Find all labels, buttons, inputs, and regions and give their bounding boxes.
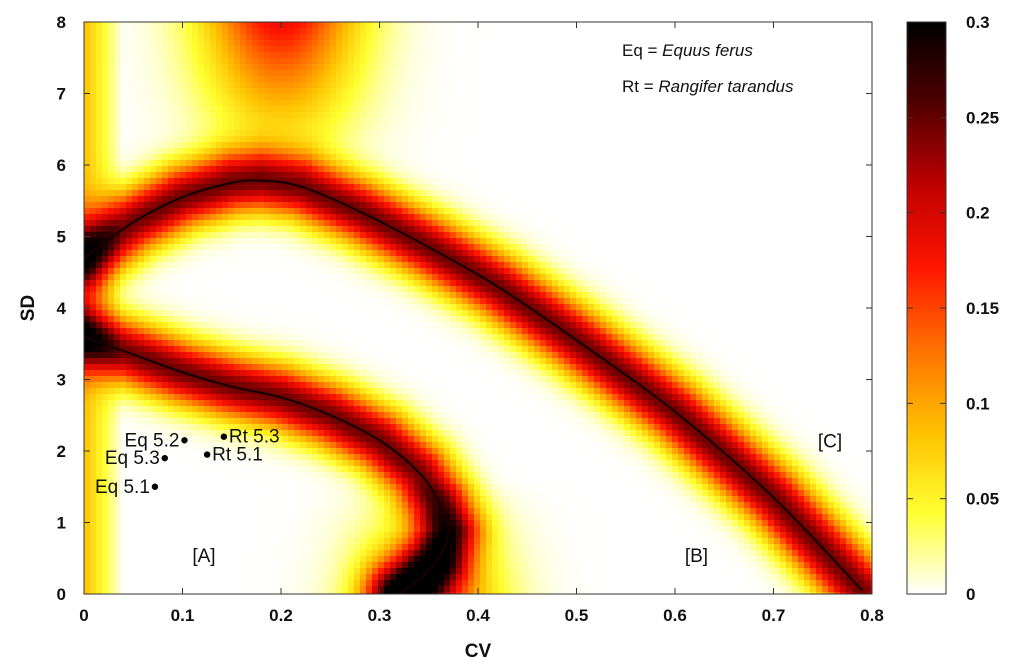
colorbar-tick-label: 0.2 <box>966 204 990 223</box>
x-tick-label: 0.3 <box>368 606 392 625</box>
y-tick-label: 8 <box>57 13 66 32</box>
colorbar-tick-label: 0 <box>966 585 975 604</box>
legend-line-1: Eq = Equus ferus <box>622 41 753 60</box>
y-tick-label: 6 <box>57 156 66 175</box>
y-axis-title: SD <box>18 295 39 321</box>
x-tick-label: 0.1 <box>171 606 195 625</box>
data-point <box>152 484 158 490</box>
data-point <box>181 437 187 443</box>
region-label: [C] <box>818 431 842 452</box>
x-tick-label: 0.4 <box>466 606 490 625</box>
data-point <box>221 434 227 440</box>
heatmap-area <box>84 22 877 599</box>
x-tick-label: 0.2 <box>269 606 293 625</box>
colorbar: 0 0.05 0.1 0.15 0.2 0.25 0.3 <box>907 13 999 604</box>
legend-eq-1: = <box>643 41 662 60</box>
y-tick-label: 1 <box>57 514 66 533</box>
x-tick-label: 0 <box>79 606 88 625</box>
y-tick-label: 4 <box>57 299 67 318</box>
legend-species-2: Rangifer tarandus <box>658 77 794 96</box>
legend-abbr-2: Rt <box>622 77 639 96</box>
colorbar-tick-label: 0.3 <box>966 13 990 32</box>
y-tick-label: 0 <box>57 585 66 604</box>
data-point-label: Eq 5.3 <box>105 448 160 469</box>
colorbar-tick-label: 0.05 <box>966 490 999 509</box>
colorbar-tick-label: 0.15 <box>966 299 999 318</box>
x-tick-label: 0.5 <box>565 606 589 625</box>
region-label: [A] <box>192 546 215 567</box>
x-tick-label: 0.6 <box>663 606 687 625</box>
data-point <box>162 455 168 461</box>
legend-line-2: Rt = Rangifer tarandus <box>622 77 794 96</box>
y-tick-label: 5 <box>57 228 66 247</box>
y-tick-label: 3 <box>57 371 66 390</box>
colorbar-tick-label: 0.25 <box>966 108 999 127</box>
data-point-label: Eq 5.1 <box>95 477 150 498</box>
x-axis-title: CV <box>465 641 492 662</box>
y-tick-label: 7 <box>57 85 66 104</box>
y-tick-label: 2 <box>57 442 66 461</box>
x-tick-label: 0.7 <box>762 606 786 625</box>
legend-eq-2: = <box>639 77 658 96</box>
legend-abbr-1: Eq <box>622 41 643 60</box>
x-tick-label: 0.8 <box>860 606 884 625</box>
data-point-label: Rt 5.1 <box>212 445 263 466</box>
colorbar-tick-label: 0.1 <box>966 394 990 413</box>
region-label: [B] <box>685 546 708 567</box>
legend-species-1: Equus ferus <box>662 41 753 60</box>
data-point <box>204 451 210 457</box>
